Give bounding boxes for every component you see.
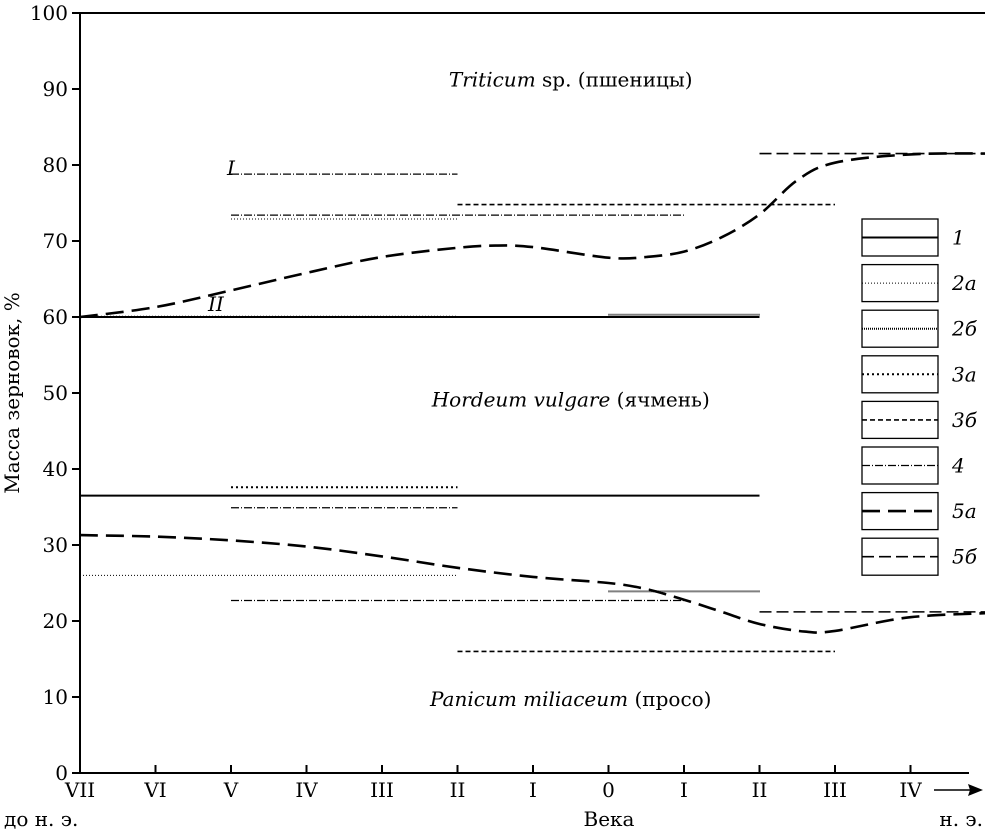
y-tick-label: 80 (43, 153, 68, 177)
legend-label: 2б (951, 317, 978, 341)
x-era-label-bc: до н. э. (4, 807, 78, 831)
segments-layer (80, 152, 985, 653)
zone-label-2: Hordeum vulgare (ячмень) (431, 388, 710, 412)
zone-label-italic: Triticum (449, 68, 536, 92)
zone-label-italic: Panicum miliaceum (429, 687, 628, 711)
legend-label: 3а (952, 362, 977, 386)
zone-label-italic: Hordeum vulgare (431, 388, 611, 412)
boundary-curve-2 (79, 533, 985, 634)
legend-item: 3а (861, 355, 977, 394)
x-tick-label: 0 (602, 778, 615, 802)
legend-label: 5а (952, 499, 977, 523)
y-tick-label: 100 (30, 1, 68, 25)
labels-layer: Triticum sp. (пшеницы) Hordeum vulgare (я… (207, 68, 712, 711)
legend-item: 5а (861, 491, 977, 531)
y-tick-label: 60 (43, 305, 68, 329)
y-tick-label: 70 (43, 229, 68, 253)
x-tick-label: I (529, 778, 537, 802)
x-tick-label: III (823, 778, 847, 802)
legend-item: 4 (861, 446, 965, 485)
curves-layer (79, 152, 985, 634)
legend-item: 1 (861, 218, 965, 257)
x-tick-label: I (680, 778, 688, 802)
legend-label: 3б (952, 408, 978, 432)
legend-label: 4 (951, 454, 965, 478)
legend-label: 2а (951, 271, 977, 295)
zone-label-plain: (просо) (628, 687, 711, 711)
y-tick-label: 20 (43, 609, 68, 633)
legend-box (861, 355, 939, 394)
zone-label-plain: (ячмень) (610, 388, 709, 412)
legend-label: 5б (952, 545, 978, 569)
legend: 1 2а 2б 3а 3б 4 5а 5б (861, 218, 978, 576)
x-tick-label: III (370, 778, 394, 802)
legend-item: 3б (861, 400, 978, 440)
legend-box (861, 263, 939, 303)
legend-item: 5б (861, 537, 978, 576)
x-tick-label: IV (295, 778, 318, 802)
y-tick-label: 10 (43, 685, 68, 709)
legend-label: 1 (952, 226, 965, 250)
curve-label: I (226, 156, 236, 180)
x-era-label-ad: н. э. (939, 807, 983, 831)
y-tick-label: 90 (43, 77, 68, 101)
legend-item: 2а (861, 263, 977, 303)
x-tick-label: IV (899, 778, 922, 802)
y-axis-title: Масса зерновок, % (0, 292, 24, 494)
y-tick-label: 0 (55, 761, 68, 785)
boundary-curve-1 (79, 152, 985, 319)
x-tick-label: II (450, 778, 466, 802)
y-tick-label: 30 (43, 533, 68, 557)
zone-label-plain: sp. (пшеницы) (536, 68, 693, 92)
x-axis-title: Века (584, 807, 635, 831)
x-axis-arrow-head (968, 784, 983, 796)
legend-item: 2б (861, 309, 978, 348)
legend-box (861, 446, 939, 485)
x-tick-label: II (752, 778, 768, 802)
zone-label-1: Triticum sp. (пшеницы) (449, 68, 693, 92)
y-tick-label: 40 (43, 457, 68, 481)
x-tick-label: VII (64, 778, 95, 802)
x-tick-label: V (223, 778, 239, 802)
zone-label-3: Panicum miliaceum (просо) (429, 687, 712, 711)
x-tick-label: VI (143, 778, 166, 802)
y-tick-label: 50 (43, 381, 68, 405)
curve-label: II (207, 292, 225, 316)
